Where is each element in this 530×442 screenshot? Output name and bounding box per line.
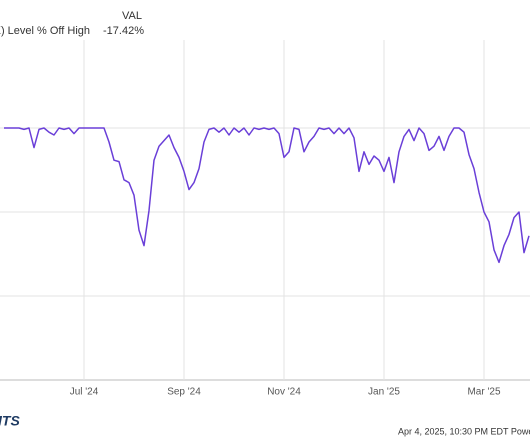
footer: Apr 4, 2025, 10:30 PM EDT Powered by (398, 426, 530, 436)
legend-value: -17.42% (103, 25, 144, 37)
x-tick-label: Sep '24 (167, 387, 201, 398)
legend-header: VAL (122, 10, 142, 22)
x-tick-label: Jan '25 (368, 387, 400, 398)
legend-entry: PX) Level % Off High (0, 25, 90, 37)
logo: ITS (0, 413, 20, 429)
data-line (4, 127, 530, 264)
x-tick-label: Nov '24 (267, 387, 301, 398)
x-tick-label: Mar '25 (467, 387, 500, 398)
x-tick-label: Jul '24 (70, 387, 99, 398)
